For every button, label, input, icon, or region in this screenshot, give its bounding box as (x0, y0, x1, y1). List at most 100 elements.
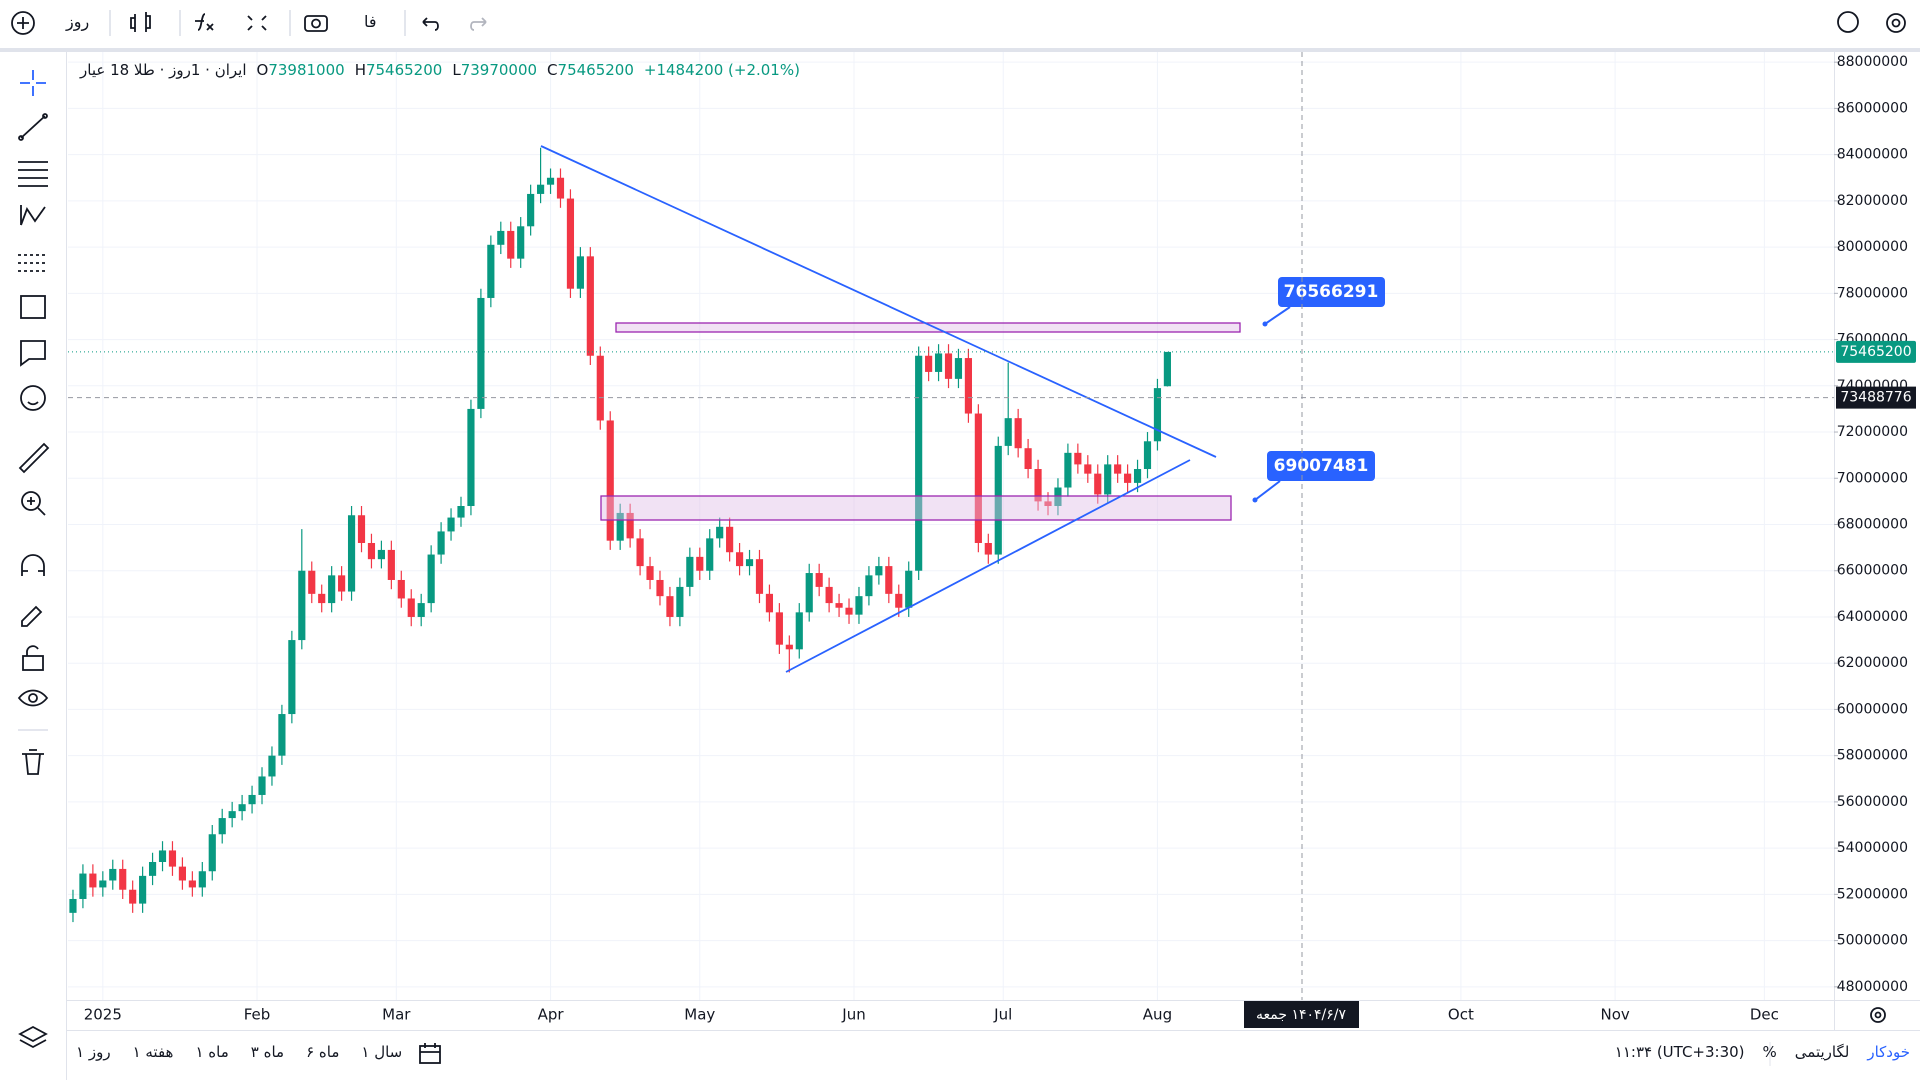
candle-body (1143, 441, 1152, 470)
candle-body (944, 353, 953, 379)
pattern-tool[interactable] (20, 205, 46, 226)
text-tool[interactable] (20, 340, 46, 367)
y-tick-label: 84000000 (1837, 147, 1908, 163)
candle-body (208, 834, 216, 872)
resistance-zone[interactable] (615, 322, 1241, 333)
candle-body (397, 579, 405, 599)
range-button[interactable]: ماه ۳ (250, 1043, 285, 1061)
callout-anchor (1262, 321, 1268, 327)
y-tick-label: 56000000 (1837, 794, 1908, 810)
descending-trendline[interactable] (540, 145, 1217, 458)
lock-tool[interactable] (22, 655, 44, 671)
line-tool[interactable] (20, 115, 46, 139)
y-tick-label: 62000000 (1837, 655, 1908, 671)
draw-mode-tool[interactable] (21, 605, 43, 627)
y-tick-label: 58000000 (1837, 748, 1908, 764)
candle-body (586, 256, 594, 356)
indicators-icon[interactable] (195, 13, 214, 31)
candle-body (576, 256, 584, 289)
callout-box[interactable] (1267, 451, 1375, 481)
candle-body (934, 353, 943, 372)
candle-body (1054, 487, 1062, 507)
ascending-trendline[interactable] (785, 459, 1191, 673)
bottom-right-controls: ۱۱:۳۴ (UTC+3:30) % لگاریتمی خودکار (1615, 1043, 1910, 1061)
candle-body (427, 554, 435, 604)
callout-pointer (1264, 306, 1291, 325)
candle-body (915, 355, 923, 571)
emoji-tool[interactable] (20, 385, 46, 411)
callout-box[interactable] (1278, 277, 1385, 307)
candle-body (785, 644, 793, 650)
percent-toggle[interactable]: % (1762, 1043, 1777, 1061)
candle-body (507, 230, 515, 259)
price-axis-border (1834, 52, 1835, 1030)
candle-body (885, 566, 893, 594)
candle-body (218, 818, 226, 835)
support-zone[interactable] (600, 495, 1232, 521)
hide-tool[interactable] (17, 689, 49, 707)
candle-body (954, 358, 963, 379)
measure-tool[interactable] (18, 442, 50, 474)
alert-icon[interactable] (1837, 11, 1859, 33)
candle-body (666, 596, 674, 617)
language-button[interactable]: فا (364, 12, 377, 31)
delete-tool[interactable] (22, 749, 44, 775)
candle-body (1084, 464, 1092, 474)
candle-body (328, 575, 336, 604)
screenshot-icon[interactable] (304, 15, 328, 32)
candle-body (248, 794, 256, 805)
last-price-label: 75465200 (1840, 344, 1911, 360)
x-tick-label: May (684, 1006, 715, 1024)
callout-anchor (1252, 497, 1258, 503)
chart-type-icon[interactable] (130, 12, 151, 32)
range-button[interactable]: هفته ۱ (132, 1043, 174, 1061)
undo-icon[interactable] (422, 17, 439, 31)
range-button[interactable]: سال ۱ (361, 1043, 403, 1061)
magnet-tool[interactable] (21, 554, 45, 576)
layout-icon[interactable] (247, 15, 267, 31)
candle-body (974, 413, 982, 543)
range-button[interactable]: ماه ۱ (195, 1043, 229, 1061)
redo-icon[interactable] (470, 17, 487, 31)
settings-icon[interactable] (1886, 13, 1906, 33)
candle-body (1064, 452, 1072, 488)
candle-body (278, 714, 286, 756)
candle-body (1153, 388, 1162, 442)
add-symbol-icon[interactable] (11, 11, 35, 35)
candle-body (168, 850, 177, 867)
bottom-bar-border (67, 1030, 1920, 1031)
candle-body (716, 526, 724, 539)
range-button[interactable]: روز ۱ (76, 1043, 111, 1061)
crosshair-tool[interactable] (20, 70, 46, 96)
candle-body (298, 570, 306, 641)
top-icons (11, 10, 1906, 36)
shape-tool[interactable] (20, 295, 46, 319)
auto-toggle[interactable]: خودکار (1867, 1043, 1910, 1061)
candle-body (546, 177, 555, 185)
log-toggle[interactable]: لگاریتمی (1794, 1043, 1850, 1061)
candle-body (188, 880, 196, 888)
prediction-tool[interactable] (18, 254, 48, 272)
interval-button[interactable]: روز (66, 12, 90, 31)
date-range-icon[interactable] (419, 1045, 441, 1064)
x-tick-label: Oct (1448, 1006, 1474, 1024)
candle-body (308, 570, 316, 594)
candle-body (487, 244, 495, 298)
candle-body (855, 596, 863, 615)
object-tree-icon[interactable] (18, 1025, 48, 1049)
candle-body (367, 542, 376, 560)
candle-body (646, 566, 654, 580)
axis-settings-icon[interactable] (1870, 1007, 1886, 1023)
candle-body (139, 875, 147, 904)
label: C (547, 61, 558, 79)
fib-tool[interactable] (18, 161, 48, 187)
zoom-tool[interactable] (21, 491, 41, 511)
range-button[interactable]: ماه ۶ (306, 1043, 340, 1061)
crosshair-price-label: 73488776 (1840, 390, 1911, 406)
candle-body (338, 575, 346, 592)
timezone-clock[interactable]: ۱۱:۳۴ (UTC+3:30) (1614, 1043, 1745, 1061)
candle-body (815, 573, 823, 587)
ohlc-open: O73981000 (257, 61, 345, 79)
candle-body (129, 889, 137, 904)
